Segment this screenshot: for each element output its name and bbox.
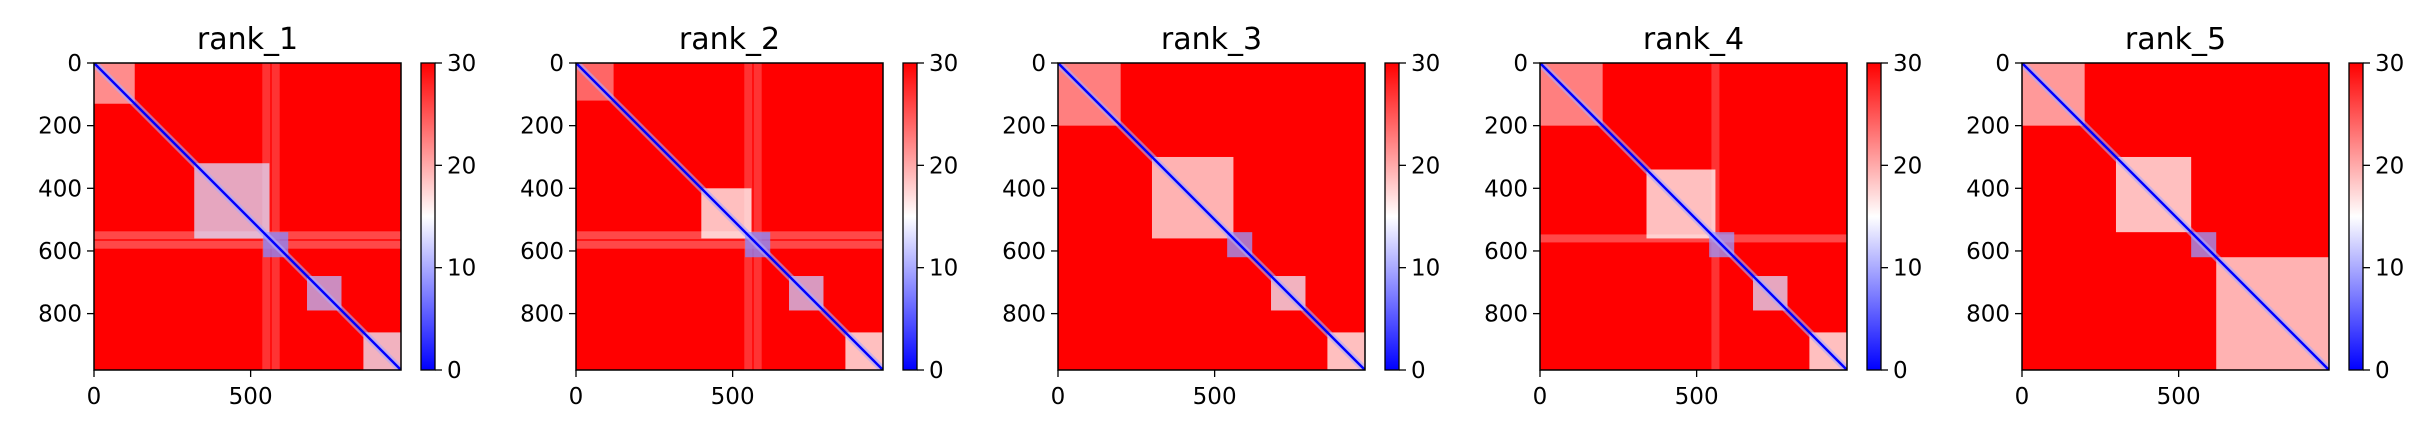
y-tick-label: 200 bbox=[1002, 114, 1046, 140]
colorbar-tick-label: 20 bbox=[1411, 153, 1440, 179]
y-tick-label: 400 bbox=[1484, 176, 1528, 202]
panel-title: rank_4 bbox=[1643, 22, 1744, 57]
heatmap-diagonal bbox=[94, 63, 401, 370]
heatmap-cells bbox=[2022, 63, 2329, 370]
y-tick-label: 200 bbox=[38, 114, 82, 140]
heatmap-band-col bbox=[753, 63, 762, 370]
heatmap-cells bbox=[94, 63, 401, 370]
colorbar-gradient bbox=[902, 62, 918, 371]
colorbar-gradient bbox=[2348, 62, 2364, 371]
colorbar-tick-label: 10 bbox=[929, 256, 958, 282]
colorbar-tick-label: 20 bbox=[929, 153, 958, 179]
x-tick-label: 0 bbox=[2015, 384, 2030, 410]
x-tick-label: 0 bbox=[569, 384, 584, 410]
x-tick-label: 500 bbox=[229, 384, 273, 410]
axes-frame bbox=[575, 62, 884, 371]
y-tick-label: 0 bbox=[1031, 51, 1046, 77]
colorbar-tick-label: 10 bbox=[1411, 256, 1440, 282]
heatmap-band-row bbox=[94, 240, 401, 249]
y-tick-label: 400 bbox=[38, 176, 82, 202]
y-tick-label: 400 bbox=[1002, 176, 1046, 202]
colorbar: 0 10 20 30 bbox=[902, 51, 958, 384]
y-tick-label: 400 bbox=[520, 176, 564, 202]
y-tick-label: 800 bbox=[520, 302, 564, 328]
colorbar: 0 10 20 30 bbox=[1384, 51, 1440, 384]
colorbar-tick-label: 30 bbox=[1411, 51, 1440, 77]
y-tick-label: 800 bbox=[1002, 302, 1046, 328]
y-tick-label: 200 bbox=[1484, 114, 1528, 140]
colorbar-tick-label: 30 bbox=[2375, 51, 2404, 77]
x-tick-label: 0 bbox=[87, 384, 102, 410]
y-tick-label: 400 bbox=[1966, 176, 2010, 202]
y-tick-label: 200 bbox=[1966, 114, 2010, 140]
y-tick-label: 800 bbox=[1966, 302, 2010, 328]
heatmap-cells bbox=[1058, 63, 1365, 370]
heatmap-diagonal bbox=[1540, 63, 1847, 370]
colorbar-tick-label: 20 bbox=[447, 153, 476, 179]
colorbar-tick-label: 10 bbox=[447, 256, 476, 282]
x-tick-label: 500 bbox=[711, 384, 755, 410]
colorbar-tick-label: 0 bbox=[929, 358, 944, 384]
x-tick-label: 500 bbox=[1675, 384, 1719, 410]
colorbar-tick-label: 30 bbox=[1893, 51, 1922, 77]
y-tick-label: 0 bbox=[1995, 51, 2010, 77]
heatmap-diagonal bbox=[1058, 63, 1365, 370]
axes-frame bbox=[1057, 62, 1366, 371]
colorbar-tick-label: 0 bbox=[1893, 358, 1908, 384]
colorbar-tick-label: 20 bbox=[1893, 153, 1922, 179]
colorbar-gradient bbox=[420, 62, 436, 371]
heatmap-panel-5: rank_5 0 200 400 600 800 0 500 0 10 20 30 bbox=[1966, 22, 2404, 410]
heatmap-panel-1: rank_1 0 200 400 600 800 0 500 0 10 20 30 bbox=[38, 22, 476, 410]
x-tick-label: 500 bbox=[2157, 384, 2201, 410]
axes-frame bbox=[1539, 62, 1848, 371]
heatmap-cells bbox=[1540, 63, 1847, 370]
y-tick-label: 600 bbox=[1484, 239, 1528, 265]
panel-title: rank_3 bbox=[1161, 22, 1262, 57]
colorbar: 0 10 20 30 bbox=[420, 51, 476, 384]
colorbar-tick-label: 20 bbox=[2375, 153, 2404, 179]
y-tick-label: 600 bbox=[520, 239, 564, 265]
heatmap-diagonal bbox=[2022, 63, 2329, 370]
colorbar-gradient bbox=[1384, 62, 1400, 371]
axes-frame bbox=[93, 62, 402, 371]
panel-title: rank_5 bbox=[2125, 22, 2226, 57]
heatmap-diagonal bbox=[576, 63, 883, 370]
colorbar-tick-label: 30 bbox=[929, 51, 958, 77]
y-tick-label: 200 bbox=[520, 114, 564, 140]
heatmap-panel-2: rank_2 0 200 400 600 800 0 500 0 10 20 30 bbox=[520, 22, 958, 410]
colorbar-gradient bbox=[1866, 62, 1882, 371]
y-tick-label: 800 bbox=[38, 302, 82, 328]
x-tick-label: 0 bbox=[1533, 384, 1548, 410]
panel-title: rank_2 bbox=[679, 22, 780, 57]
colorbar-tick-label: 30 bbox=[447, 51, 476, 77]
heatmap-panel-3: rank_3 0 200 400 600 800 0 500 0 10 20 30 bbox=[1002, 22, 1440, 410]
heatmap-band-row bbox=[576, 240, 883, 249]
colorbar-tick-label: 10 bbox=[2375, 256, 2404, 282]
heatmap-panel-4: rank_4 0 200 400 600 800 0 500 0 10 20 30 bbox=[1484, 22, 1922, 410]
x-tick-label: 0 bbox=[1051, 384, 1066, 410]
y-tick-label: 800 bbox=[1484, 302, 1528, 328]
colorbar: 0 10 20 30 bbox=[2348, 51, 2404, 384]
y-tick-label: 600 bbox=[1002, 239, 1046, 265]
y-tick-label: 600 bbox=[38, 239, 82, 265]
colorbar-tick-label: 0 bbox=[447, 358, 462, 384]
x-tick-label: 500 bbox=[1193, 384, 1237, 410]
y-tick-label: 0 bbox=[549, 51, 564, 77]
axes-frame bbox=[2021, 62, 2330, 371]
y-tick-label: 0 bbox=[67, 51, 82, 77]
heatmap-band-col bbox=[271, 63, 280, 370]
y-tick-label: 0 bbox=[1513, 51, 1528, 77]
y-tick-label: 600 bbox=[1966, 239, 2010, 265]
colorbar: 0 10 20 30 bbox=[1866, 51, 1922, 384]
colorbar-tick-label: 0 bbox=[1411, 358, 1426, 384]
colorbar-tick-label: 0 bbox=[2375, 358, 2390, 384]
colorbar-tick-label: 10 bbox=[1893, 256, 1922, 282]
heatmap-cells bbox=[576, 63, 883, 370]
panel-title: rank_1 bbox=[197, 22, 298, 57]
